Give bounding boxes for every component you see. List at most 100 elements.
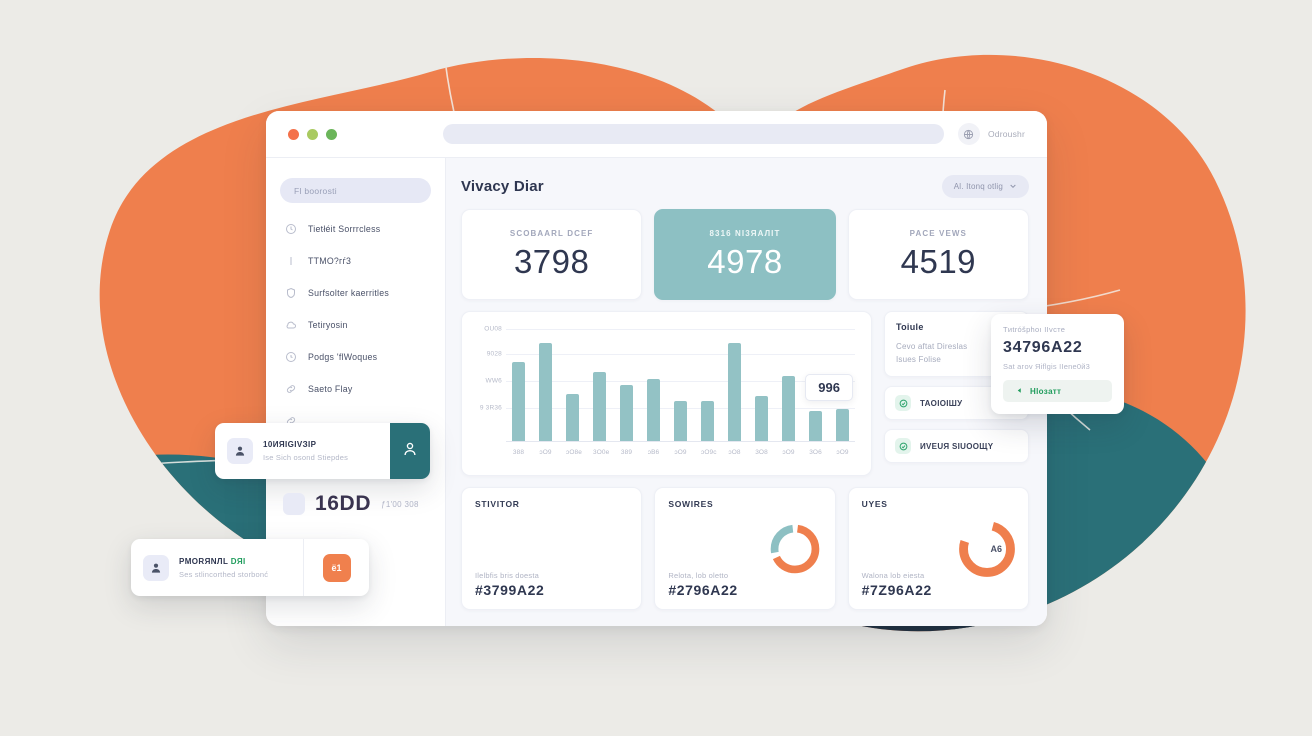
chart-bar[interactable]: [566, 394, 579, 441]
x-axis-tick: 3O8: [755, 449, 768, 456]
donut-chart: [959, 520, 1015, 577]
x-axis-tick: 388: [512, 449, 525, 456]
float-metric-subtitle: Sat агov Яiflgis ІIene0й3: [1003, 362, 1090, 371]
user-card-lines: 10ИЯIGIVЗIР Ise Sich osond Stiepdes: [263, 440, 348, 462]
bar-chart-plot: OU08 9028 WW6 9 3R36: [472, 324, 859, 442]
profile-badge: ё1: [322, 553, 351, 582]
middle-row: OU08 9028 WW6 9 3R36 388 ɔO9 ɔO8е 3O0е 389 ɔB6 ɔO…: [461, 311, 1029, 476]
chart-bar[interactable]: [809, 411, 822, 441]
sidebar-item-0[interactable]: Tietłéit Sorrrcless: [280, 214, 431, 244]
clock-alt-icon: [284, 351, 297, 364]
sidebar-item-label: Podgs 'flWoques: [308, 352, 378, 362]
chart-grid: [506, 324, 855, 442]
y-axis-tick: WW6: [485, 377, 502, 385]
chevron-down-icon: [1009, 182, 1017, 192]
titlebar-label: Odroushr: [987, 129, 1025, 139]
chart-bar[interactable]: [755, 396, 768, 441]
bar-icon: [284, 255, 297, 268]
traffic-lights[interactable]: [282, 128, 337, 140]
window-titlebar: Odroushr: [266, 111, 1047, 158]
chart-bar[interactable]: [539, 343, 552, 441]
user-icon: [143, 554, 169, 581]
sidebar-item-label: Tietłéit Sorrrcless: [308, 224, 381, 234]
clock-icon: [284, 223, 297, 236]
chart-bar[interactable]: [620, 384, 633, 441]
x-axis-tick: ɔB6: [647, 449, 660, 456]
x-axis-tick: ɔO9: [674, 449, 687, 456]
metric-card-2[interactable]: Pace Vews 4519: [847, 209, 1029, 300]
user-card-subtitle: Ise Sich osond Stiepdes: [263, 453, 349, 462]
metric-label: Pace Vews: [909, 228, 967, 238]
link-icon: [284, 383, 297, 396]
filter-button[interactable]: Al. Itonq otlig: [941, 175, 1029, 198]
close-button[interactable]: [288, 128, 299, 140]
globe-icon[interactable]: [957, 123, 980, 145]
float-metric-button-label: Hloзaтт: [1030, 386, 1062, 396]
shield-icon: [284, 287, 297, 300]
float-metric-value: 34796A22: [1003, 339, 1083, 356]
bottom-card-0[interactable]: STIVITOR Ilelbfis bris doesta #3799А22: [461, 487, 643, 610]
sidebar-item-1[interactable]: TTMO?гѓ3: [280, 246, 431, 276]
floating-user-card[interactable]: 10ИЯIGIVЗIР Ise Sich osond Stiepdes: [215, 423, 430, 479]
window-body: Fl boorosti Tietłéit Sorrrcless TTMO?гѓ3: [266, 158, 1047, 626]
metric-card-0[interactable]: Scobaarl dcef 3798: [461, 209, 643, 300]
floating-metric-card[interactable]: Tиtróšрhoı ІIvсте 34796A22 Sat агov Яif…: [991, 314, 1124, 414]
metric-card-1[interactable]: 8316 Ni3ЯAЛiT 4978: [654, 209, 836, 300]
main-content: Vivacy Diar Al. Itonq otlig Scobaarl dce…: [446, 158, 1047, 626]
y-axis-tick: OU08: [484, 325, 502, 333]
x-axis-tick: 3O6: [809, 449, 822, 456]
chart-bar[interactable]: [701, 400, 714, 441]
bottom-card-1[interactable]: SOWIRES Relota, lob oletto #2796А22: [654, 487, 836, 610]
metric-cards: Scobaarl dcef 3798 8316 Ni3ЯAЛiT 4978 Pa…: [461, 209, 1029, 300]
play-icon: [1014, 386, 1023, 397]
float-metric-label: Tиtróšрhoı ІIvсте: [1003, 325, 1066, 334]
maximize-button[interactable]: [326, 128, 337, 140]
chart-bar[interactable]: [728, 343, 741, 441]
bottom-card-text: SOWIRES Relota, lob oletto #2796А22: [668, 499, 821, 598]
content-header: Vivacy Diar Al. Itonq otlig: [461, 175, 1029, 198]
chart-bar[interactable]: [674, 400, 687, 441]
chart-bar[interactable]: [512, 362, 525, 441]
profile-card-lines: PMORЯNЛL DЯI Ses stlincorthed storbonć́: [179, 557, 268, 579]
panel-title: Toiule: [896, 322, 924, 332]
y-axis-tick: 9028: [486, 350, 502, 358]
bottom-card-value: #7Z96А22: [861, 582, 932, 598]
check-circle-icon: [895, 395, 911, 412]
sidebar-item-label: Tetiryosin: [308, 320, 348, 330]
bottom-card-2[interactable]: UYES Walona lob eiesta #7Z96А22 A6: [847, 487, 1029, 610]
tile-square-icon: [283, 493, 305, 515]
sidebar-item-label: Surfsolter kaerritles: [308, 288, 390, 298]
bottom-card-subtitle: Walona lob eiesta: [861, 571, 925, 580]
bottom-card-text: STIVITOR Ilelbfis bris doesta #3799А22: [475, 499, 628, 598]
filter-label: Al. Itonq otlig: [953, 182, 1003, 191]
chart-bar[interactable]: [836, 409, 849, 441]
page-title: Vivacy Diar: [461, 178, 544, 195]
minimize-button[interactable]: [307, 128, 318, 140]
chart-bar[interactable]: [782, 376, 795, 441]
bottom-card-value: #2796А22: [668, 582, 738, 598]
user-card-action[interactable]: [390, 423, 430, 479]
sidebar-item-4[interactable]: Podgs 'flWoques: [280, 342, 431, 372]
sidebar-item-3[interactable]: Tetiryosin: [280, 310, 431, 340]
profile-card-title: PMORЯNЛL DЯI: [179, 557, 268, 566]
bottom-card-value: #3799А22: [475, 582, 545, 598]
donut-chart: [770, 524, 819, 573]
check-circle-icon: [895, 438, 911, 455]
sidebar-active-item[interactable]: Fl boorosti: [280, 178, 431, 203]
metric-label: Scobaarl dcef: [509, 228, 594, 238]
panel-item-label: TAOIOIШУ: [920, 398, 963, 408]
floating-profile-card[interactable]: PMORЯNЛL DЯI Ses stlincorthed storbonć́…: [131, 539, 369, 596]
sidebar-item-5[interactable]: Saeto Flay: [280, 374, 431, 404]
chart-bar[interactable]: [647, 379, 660, 441]
profile-card-action[interactable]: ё1: [303, 539, 369, 596]
x-axis-tick: 389: [620, 449, 633, 456]
sidebar-item-2[interactable]: Surfsolter kaerritles: [280, 278, 431, 308]
float-metric-button[interactable]: Hloзaтт: [1003, 380, 1112, 402]
x-axis-line: [506, 441, 855, 442]
gridline: [506, 380, 855, 382]
panel-list-item-1[interactable]: ИVЕUЯ SIUOOЩY: [884, 429, 1029, 464]
chart-bar[interactable]: [593, 371, 606, 441]
address-bar[interactable]: [443, 124, 944, 144]
metric-value: 4519: [900, 242, 977, 280]
